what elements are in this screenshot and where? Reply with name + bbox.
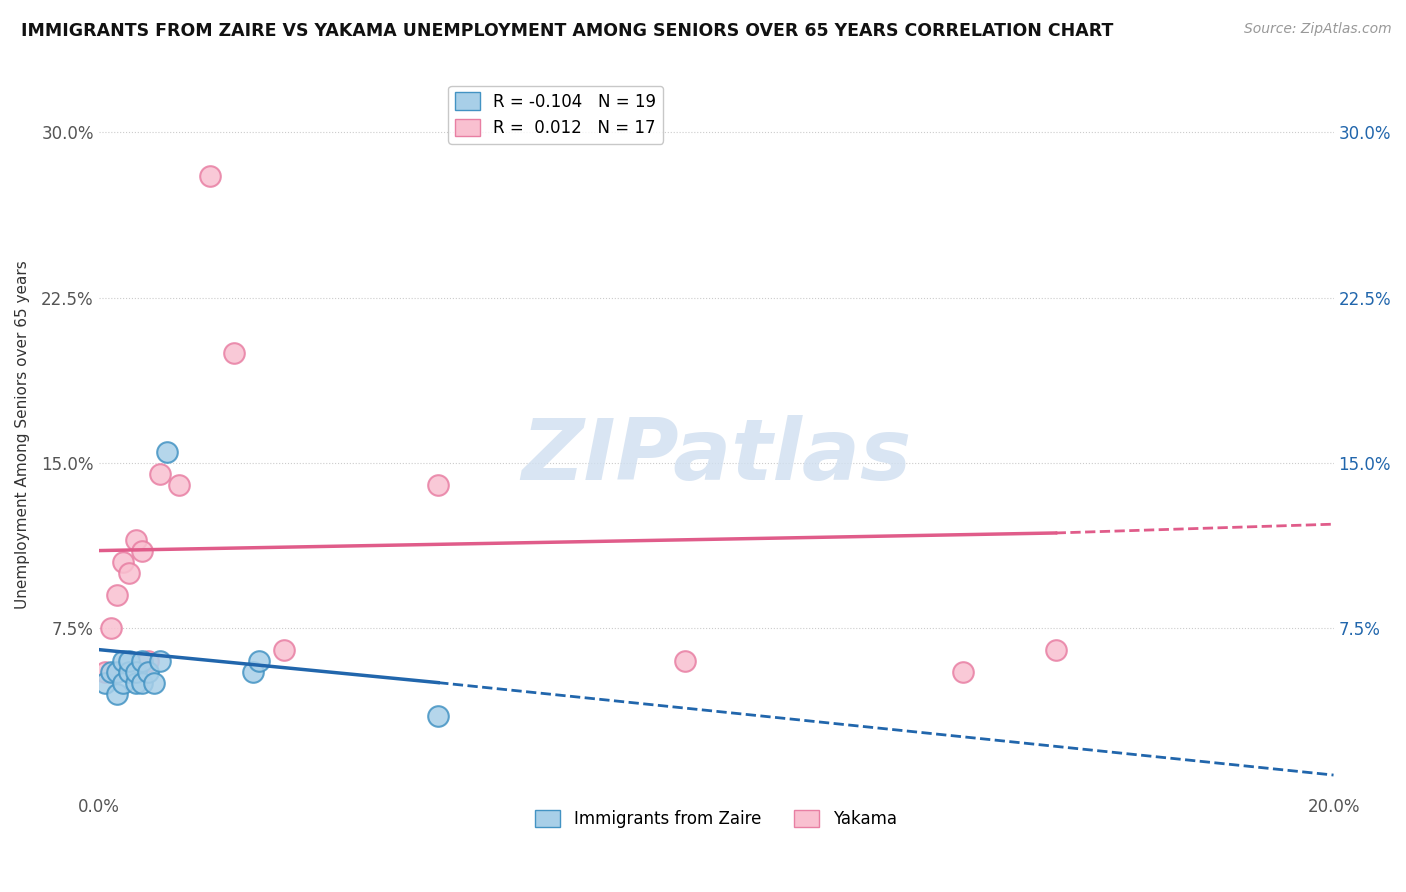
Point xyxy=(94,675,117,690)
Point xyxy=(952,665,974,679)
Point xyxy=(131,675,153,690)
Text: IMMIGRANTS FROM ZAIRE VS YAKAMA UNEMPLOYMENT AMONG SENIORS OVER 65 YEARS CORRELA: IMMIGRANTS FROM ZAIRE VS YAKAMA UNEMPLOY… xyxy=(21,22,1114,40)
Point xyxy=(131,654,153,668)
Point xyxy=(112,675,135,690)
Point xyxy=(143,675,166,690)
Point xyxy=(105,687,128,701)
Y-axis label: Unemployment Among Seniors over 65 years: Unemployment Among Seniors over 65 years xyxy=(15,260,30,609)
Point xyxy=(242,665,264,679)
Point xyxy=(155,444,177,458)
Legend: Immigrants from Zaire, Yakama: Immigrants from Zaire, Yakama xyxy=(529,803,904,834)
Point xyxy=(112,555,135,569)
Point xyxy=(100,665,122,679)
Text: ZIPatlas: ZIPatlas xyxy=(522,415,911,498)
Point xyxy=(124,533,146,547)
Point xyxy=(673,654,696,668)
Point xyxy=(118,654,141,668)
Point xyxy=(94,665,117,679)
Point xyxy=(198,169,221,184)
Point xyxy=(112,654,135,668)
Point xyxy=(149,467,172,481)
Point xyxy=(131,543,153,558)
Point xyxy=(105,665,128,679)
Point xyxy=(124,665,146,679)
Point xyxy=(247,654,270,668)
Point xyxy=(224,345,246,359)
Point xyxy=(118,665,141,679)
Point xyxy=(1045,642,1067,657)
Point xyxy=(105,588,128,602)
Point xyxy=(427,708,450,723)
Point xyxy=(167,477,190,491)
Point xyxy=(124,675,146,690)
Point xyxy=(118,566,141,580)
Point xyxy=(273,642,295,657)
Point xyxy=(100,621,122,635)
Point xyxy=(427,477,450,491)
Point xyxy=(136,665,159,679)
Text: Source: ZipAtlas.com: Source: ZipAtlas.com xyxy=(1244,22,1392,37)
Point xyxy=(149,654,172,668)
Point xyxy=(136,654,159,668)
